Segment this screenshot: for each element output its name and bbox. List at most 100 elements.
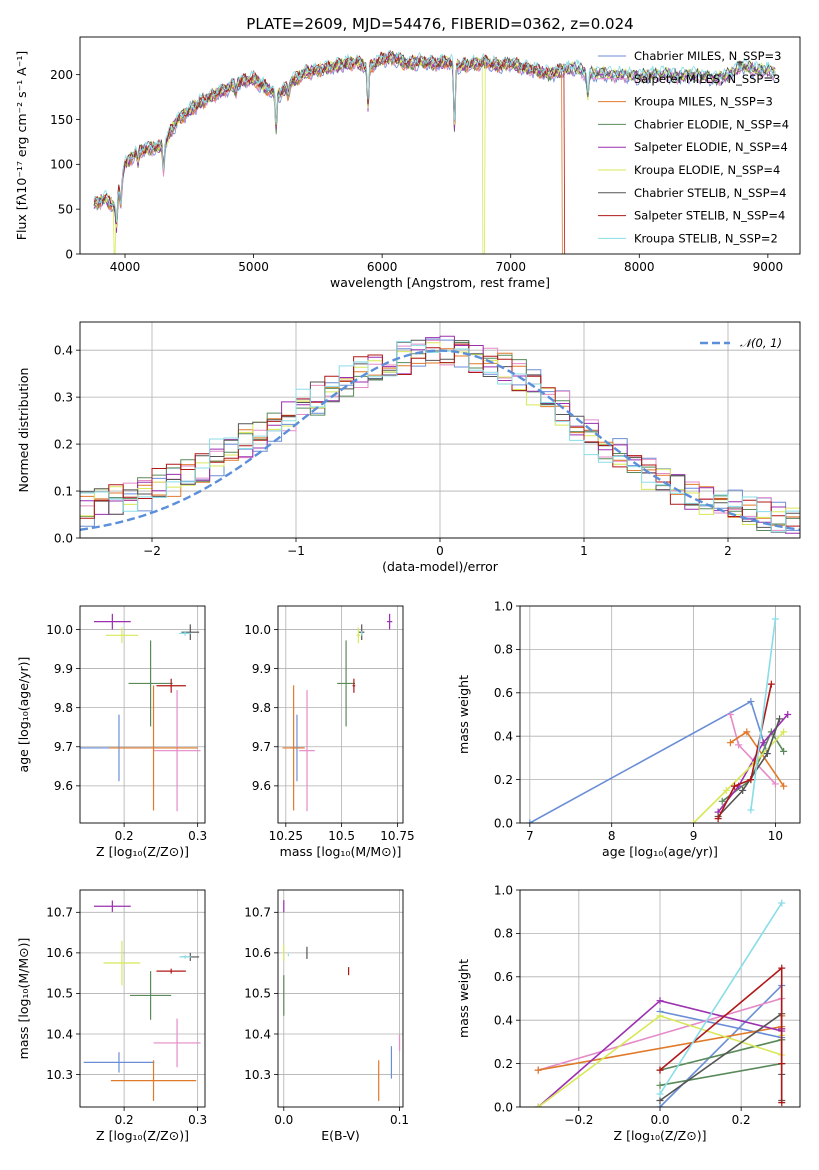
weight-point-marker xyxy=(767,680,775,688)
y-tick-label: 0.8 xyxy=(494,643,513,657)
x-tick-label: −2 xyxy=(143,544,161,558)
axes-residuals: −2 −1 0 1 2 0.0 0.1 0.2 0.3 0.4 (data-model)/error… xyxy=(16,321,801,574)
weight-point-marker xyxy=(534,1103,542,1107)
plot-area xyxy=(534,899,786,1107)
legend-label: Salpeter MILES, N_SSP=3 xyxy=(634,72,780,86)
weight-point-marker xyxy=(759,739,767,747)
errorbar-point xyxy=(156,678,186,693)
y-tick-label: 9.6 xyxy=(54,779,73,793)
weight-point-marker xyxy=(656,1096,664,1104)
axes-mass-vs-z: 0.2 0.3 10.3 10.4 10.5 10.6 10.7 Z [log₁₀(Z/Z⊙)… xyxy=(16,889,207,1143)
grid xyxy=(278,890,403,1107)
weight-point-marker xyxy=(690,819,698,823)
x-tick-label: 10.5 xyxy=(328,829,355,843)
errorbar-point xyxy=(179,955,192,959)
x-tick-label: 7 xyxy=(526,829,534,843)
legend-label: Kroupa MILES, N_SSP=3 xyxy=(634,95,773,109)
y-tick-label: 0.4 xyxy=(494,730,513,744)
x-tick-label: 10 xyxy=(768,829,783,843)
y-tick-label: 10.0 xyxy=(46,623,73,637)
axes-age-vs-mass: 10.25 10.5 10.75 9.6 9.7 9.8 9.9 10.0 mass [log₁… xyxy=(244,605,415,859)
weight-series-line xyxy=(659,1012,783,1102)
plot-area xyxy=(93,49,776,254)
y-tick-label: 10.3 xyxy=(46,1068,73,1082)
weight-point-marker xyxy=(656,997,664,1005)
x-tick-label: 0.0 xyxy=(274,1113,293,1127)
axes-age-vs-z: 0.2 0.3 9.6 9.7 9.8 9.9 10.0 Z [log₁₀(Z/Z⊙)] age… xyxy=(16,605,207,859)
weight-point-marker xyxy=(656,1090,664,1098)
weight-series-line xyxy=(659,966,783,1103)
ticks: 4000 5000 6000 7000 8000 9000 0 50 100 150 200 xyxy=(50,68,783,274)
legend-label: Salpeter ELODIE, N_SSP=4 xyxy=(634,140,788,154)
plot-area xyxy=(83,900,201,1101)
weight-series-line xyxy=(750,618,777,811)
y-tick-label: 10.6 xyxy=(244,946,271,960)
figure-title: PLATE=2609, MJD=54476, FIBERID=0362, z=0… xyxy=(246,15,633,33)
y-tick-label: 200 xyxy=(50,68,73,82)
ticks: 0.2 0.3 10.3 10.4 10.5 10.6 10.7 xyxy=(46,906,207,1127)
y-tick-label: 1.0 xyxy=(494,883,513,897)
y-tick-label: 10.5 xyxy=(244,987,271,1001)
weight-point-marker xyxy=(747,776,755,784)
y-tick-label: 9.8 xyxy=(252,701,271,715)
errorbar-point xyxy=(179,631,192,636)
errorbar-point xyxy=(93,900,131,912)
y-tick-label: 50 xyxy=(58,202,73,216)
grid xyxy=(520,605,800,824)
weight-point-marker xyxy=(735,741,743,749)
x-tick-label: 10.25 xyxy=(269,829,303,843)
plot-area xyxy=(282,613,393,812)
y-axis-label: age [log₁₀(age/yr)] xyxy=(16,657,31,773)
y-tick-label: 0.3 xyxy=(54,390,73,404)
grid xyxy=(80,890,205,1107)
weight-point-marker xyxy=(763,750,771,758)
axes-mass-vs-ebv: 0.0 0.1 10.3 10.4 10.5 10.6 10.7 E(B-V) xyxy=(244,889,409,1143)
weight-point-marker xyxy=(656,1066,664,1074)
legend-label: Chabrier STELIB, N_SSP=4 xyxy=(634,186,786,200)
legend-label: 𝒩(0, 1) xyxy=(740,336,782,350)
weight-point-marker xyxy=(526,819,534,823)
ticks: 0.0 0.1 10.3 10.4 10.5 10.6 10.7 xyxy=(244,906,409,1127)
axes-spectrum: 4000 5000 6000 7000 8000 9000 0 50 100 150 200 wave… xyxy=(14,36,801,290)
y-tick-label: 0.2 xyxy=(494,773,513,787)
weight-point-marker xyxy=(726,711,734,718)
x-tick-label: 9 xyxy=(690,829,698,843)
y-tick-label: 0.2 xyxy=(494,1057,513,1071)
grid xyxy=(80,606,205,823)
y-tick-label: 10.3 xyxy=(244,1068,271,1082)
axes-frame xyxy=(79,321,801,539)
weight-point-marker xyxy=(726,739,734,747)
spectrum-series-line xyxy=(93,50,566,254)
y-tick-label: 10.5 xyxy=(46,987,73,1001)
axes-frame xyxy=(519,889,801,1108)
y-axis-label: Flux [fλ10⁻¹⁷ erg cm⁻² s⁻¹ A⁻¹] xyxy=(14,51,29,240)
y-tick-label: 10.0 xyxy=(244,623,271,637)
legend-label: Chabrier ELODIE, N_SSP=4 xyxy=(634,117,789,131)
y-tick-label: 10.4 xyxy=(244,1027,271,1041)
x-tick-label: 0.3 xyxy=(188,1113,207,1127)
errorbar-point xyxy=(356,627,361,644)
x-tick-label: 0.3 xyxy=(188,829,207,843)
x-tick-label: 7000 xyxy=(495,260,526,274)
y-tick-label: 9.6 xyxy=(252,779,271,793)
errorbar-point xyxy=(282,685,305,811)
weight-point-marker xyxy=(743,728,751,736)
weight-point-marker xyxy=(656,1012,664,1020)
weight-point-marker xyxy=(747,697,755,705)
legend-label: Kroupa ELODIE, N_SSP=4 xyxy=(634,163,780,177)
legend-label: Kroupa STELIB, N_SSP=2 xyxy=(634,231,778,245)
y-tick-label: 10.4 xyxy=(46,1027,73,1041)
weight-point-marker xyxy=(776,715,784,723)
weight-point-marker xyxy=(722,786,730,794)
errorbar-point xyxy=(110,1060,197,1101)
x-tick-label: 1 xyxy=(580,544,588,558)
weight-point-marker xyxy=(780,782,788,790)
errorbar-point xyxy=(299,690,315,812)
y-tick-label: 0.0 xyxy=(54,531,73,545)
weight-point-marker xyxy=(718,797,726,805)
axes-weight-vs-age: 7 8 9 10 0.0 0.2 0.4 0.6 0.8 1.0 age [log₁₀(age/yr… xyxy=(456,599,801,859)
residual-histogram xyxy=(80,335,800,534)
y-axis-label: mass weight xyxy=(456,959,471,1038)
errorbar-point xyxy=(128,640,173,727)
